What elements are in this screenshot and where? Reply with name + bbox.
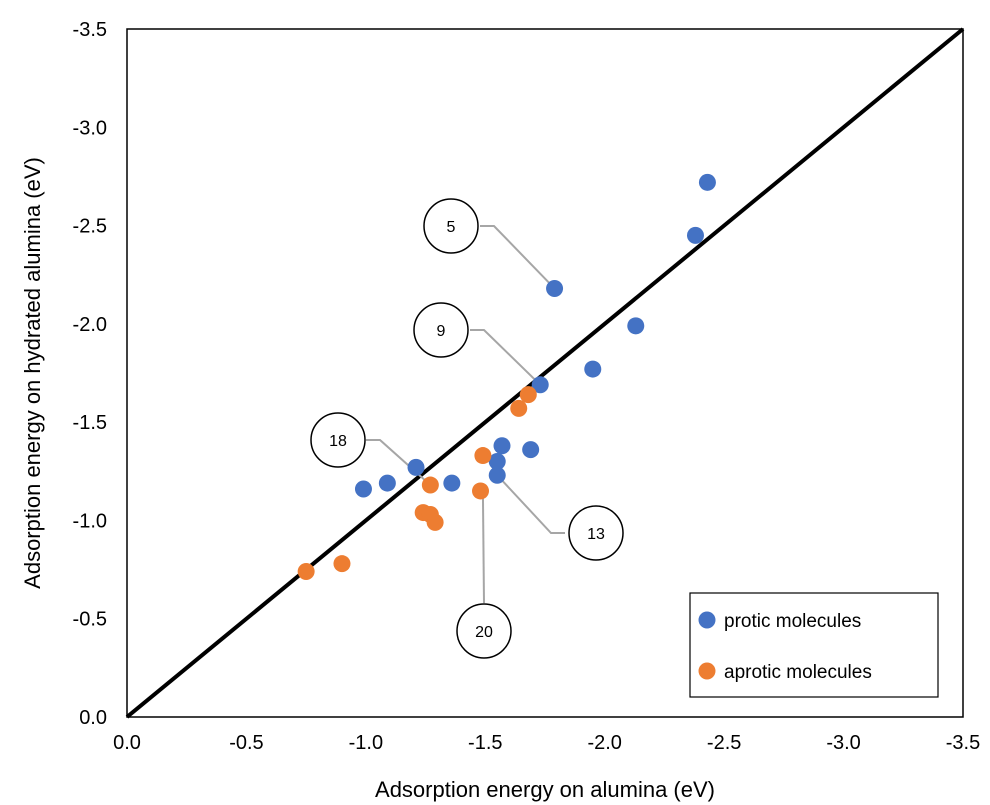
reference-line <box>125 27 965 719</box>
callout-leader <box>496 474 565 534</box>
x-tick-label: -1.0 <box>349 732 383 754</box>
y-tick-label: 0.0 <box>79 707 107 729</box>
plot-frame <box>126 28 964 718</box>
x-axis-title: Adsorption energy on alumina (eV) <box>375 777 715 802</box>
callout-leaders <box>366 225 565 604</box>
tick-labels: 0.0 -0.5 -1.0 -1.5 -2.0 -2.5 -3.0 -3.5 0.0 -0.5 -1… <box>73 19 981 754</box>
callout-label: 9 <box>437 323 446 340</box>
data-point <box>488 466 506 484</box>
data-point <box>378 474 396 492</box>
y-tick-label: -1.5 <box>73 412 107 434</box>
legend-label: aprotic molecules <box>724 662 872 683</box>
data-point <box>354 480 372 498</box>
data-point <box>472 482 490 500</box>
y-tick-label: -0.5 <box>73 609 107 631</box>
data-point <box>333 555 351 573</box>
data-point <box>510 399 528 417</box>
y-axis-title: Adsorption energy on hydrated alumina (e… <box>20 157 45 589</box>
callout-label: 18 <box>329 433 347 450</box>
y-tick-label: -2.5 <box>73 216 107 238</box>
data-point <box>443 474 461 492</box>
plot-area <box>126 28 964 718</box>
data-point <box>519 386 537 404</box>
data-point <box>627 317 645 335</box>
callout-circle <box>423 198 479 254</box>
callout-circle <box>413 302 469 358</box>
data-point <box>546 279 564 297</box>
callout-circle <box>456 603 512 659</box>
data-point <box>493 437 511 455</box>
y-tick-label: -3.5 <box>73 19 107 41</box>
legend-marker <box>698 611 716 629</box>
x-tick-label: 0.0 <box>113 732 141 754</box>
callout-label: 5 <box>447 219 456 236</box>
callout-leader <box>480 225 556 290</box>
y-tick-label: -3.0 <box>73 117 107 139</box>
y-tick-label: -2.0 <box>73 314 107 336</box>
data-points <box>297 173 716 581</box>
callout-label: 13 <box>587 526 605 543</box>
legend: protic molecules aprotic molecules <box>689 592 939 698</box>
callout-label: 20 <box>475 624 493 641</box>
data-point <box>426 513 444 531</box>
legend-label: protic molecules <box>724 611 861 632</box>
legend-marker <box>698 662 716 680</box>
callout-leader <box>470 329 541 386</box>
legend-box <box>689 592 939 698</box>
data-point <box>407 458 425 476</box>
data-point <box>488 452 506 470</box>
callout-circle <box>310 412 366 468</box>
data-point <box>584 360 602 378</box>
data-point <box>421 476 439 494</box>
data-point <box>522 441 540 459</box>
data-point <box>686 226 704 244</box>
x-tick-label: -1.5 <box>468 732 502 754</box>
x-tick-label: -2.0 <box>587 732 621 754</box>
data-point <box>531 376 549 394</box>
x-tick-label: -2.5 <box>707 732 741 754</box>
y-tick-label: -1.0 <box>73 510 107 532</box>
x-tick-label: -3.5 <box>946 732 980 754</box>
x-tick-label: -3.0 <box>826 732 860 754</box>
reference-line-layer <box>125 27 965 719</box>
data-point <box>474 447 492 465</box>
callout-leader <box>481 490 485 604</box>
data-point <box>698 173 716 191</box>
data-point <box>297 563 315 581</box>
callouts: 5 9 18 13 20 <box>310 198 624 659</box>
x-tick-label: -0.5 <box>229 732 263 754</box>
callout-circle <box>568 505 624 561</box>
